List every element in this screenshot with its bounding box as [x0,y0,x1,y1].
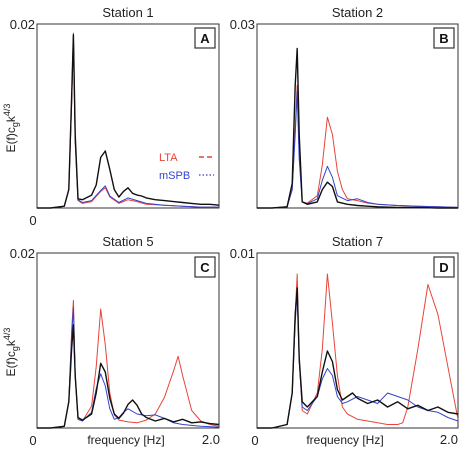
chart-title: Station 2 [332,5,383,20]
panel-letter: C [200,260,210,275]
series-line-observed [37,324,220,429]
xlabel-right: frequency [Hz] [306,433,383,447]
x-min-label-right: 0 [251,433,258,448]
plot-frame [256,23,459,209]
panel-letter: A [200,31,210,46]
ytick-label: 0.03 [230,17,255,32]
ylabel-text: E(f)c [4,351,18,376]
legend-label-lta: LTA [159,152,178,164]
series-line-observed [257,287,459,429]
plot-frame [36,23,220,209]
x-min-label-left: 0 [29,433,36,448]
ylabel-tail: k [4,339,18,346]
ytick-label: 0.01 [230,246,255,261]
plot-frame [256,252,459,429]
ylabel-sup: 4/3 [2,328,12,341]
svg-text:E(f)cgk4/3: E(f)cgk4/3 [2,104,20,153]
series-line-mspb [257,91,459,209]
svg-text:E(f)cgk4/3: E(f)cgk4/3 [2,328,20,377]
ylabel-tail: k [4,115,18,122]
series-line-observed [37,34,220,209]
chart-title: Station 5 [102,234,153,249]
chart-panel: Station 2 0.03 B [230,5,459,209]
legend: LTA mSPB [159,152,214,182]
x-max-label-right: 2.0 [440,432,458,447]
chart-title: Station 1 [102,5,153,20]
plot-frame [36,252,220,429]
ytick-label: 0.02 [10,17,35,32]
ylabel-bottom: E(f)cgk4/3 [2,328,20,377]
legend-label-mspb: mSPB [159,170,190,182]
panel-letter: B [439,31,448,46]
chart-panel: Station 1 0.02 A LTA mSPB [10,5,220,209]
ylabel-sub: g [10,122,20,127]
chart-panel: Station 5 0.02 C [10,234,220,429]
x-min-label-top: 0 [29,213,36,228]
panel-letter-box [194,27,216,49]
panel-letter-box [433,27,455,49]
xlabel-left: frequency [Hz] [87,433,164,447]
chart-panel: Station 7 0.01 D [230,234,459,429]
x-max-label-left: 2.0 [202,432,220,447]
ylabel-sub: g [10,346,20,351]
ytick-label: 0.02 [10,246,35,261]
ylabel-sup: 4/3 [2,104,12,117]
series-line-observed [257,47,458,209]
panel-letter-box [433,256,455,278]
ylabel-text: E(f)c [4,127,18,152]
panel-letter: D [439,260,448,275]
chart-title: Station 7 [332,234,383,249]
ylabel-top: E(f)cgk4/3 [2,104,20,153]
series-line-mspb [37,306,220,429]
panel-letter-box [194,256,216,278]
